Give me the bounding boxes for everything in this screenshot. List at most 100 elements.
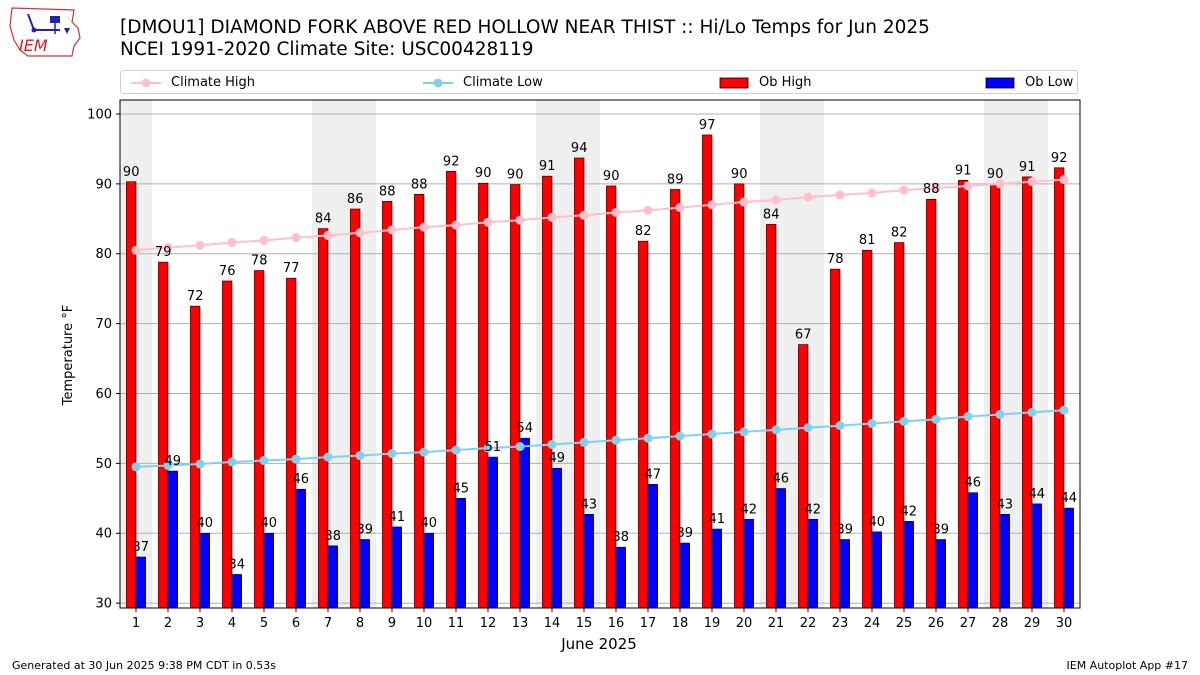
bar-ob-low-day-10 xyxy=(423,532,434,609)
label-ob-low-day-17: 47 xyxy=(645,467,662,482)
label-ob-high-day-4: 76 xyxy=(219,264,236,279)
point-climate-low-day-11 xyxy=(451,445,461,455)
label-ob-low-day-9: 41 xyxy=(389,510,406,525)
bar-ob-high-day-7 xyxy=(318,228,329,609)
bar-ob-low-day-20 xyxy=(743,518,754,609)
point-climate-high-day-23 xyxy=(835,190,845,200)
bar-ob-high-day-28 xyxy=(990,183,1001,609)
y-tick-label-60: 60 xyxy=(95,387,112,402)
x-tick-label-13: 13 xyxy=(512,616,529,631)
label-ob-low-day-29: 44 xyxy=(1029,487,1046,502)
line-climate-low xyxy=(135,409,1065,468)
point-climate-low-day-13 xyxy=(515,442,525,452)
y-tick-label-70: 70 xyxy=(95,317,112,332)
point-climate-low-day-5 xyxy=(259,456,269,466)
label-ob-high-day-22: 67 xyxy=(795,328,812,343)
point-climate-high-day-8 xyxy=(355,228,365,238)
bar-ob-low-day-12 xyxy=(487,456,498,609)
point-climate-high-day-18 xyxy=(675,203,685,213)
label-ob-high-day-3: 72 xyxy=(187,289,204,304)
label-ob-low-day-2: 49 xyxy=(165,454,182,469)
label-ob-low-day-13: 54 xyxy=(517,421,534,436)
legend-swatch-ob-high xyxy=(719,77,749,89)
point-climate-high-day-3 xyxy=(195,240,205,250)
legend-swatch-climate-low xyxy=(423,78,453,88)
point-climate-low-day-24 xyxy=(867,419,877,429)
x-tick-label-7: 7 xyxy=(324,616,332,631)
bar-ob-high-day-6 xyxy=(286,277,297,609)
label-ob-high-day-20: 90 xyxy=(731,167,748,182)
label-ob-high-day-21: 84 xyxy=(763,207,780,222)
point-climate-low-day-14 xyxy=(547,439,557,449)
chart-legend: Climate High Climate Low Ob High Ob Low xyxy=(120,70,1078,94)
bar-ob-low-day-28 xyxy=(999,514,1010,609)
bar-ob-high-day-12 xyxy=(478,182,489,609)
label-ob-high-day-17: 82 xyxy=(635,224,652,239)
bar-ob-high-day-9 xyxy=(382,201,393,609)
y-tick-label-30: 30 xyxy=(95,597,112,612)
label-ob-high-day-6: 77 xyxy=(283,261,300,276)
label-ob-low-day-6: 46 xyxy=(293,472,310,487)
label-ob-high-day-19: 97 xyxy=(699,118,716,133)
point-climate-low-day-30 xyxy=(1059,405,1069,415)
bar-ob-low-day-22 xyxy=(807,518,818,609)
point-climate-high-day-25 xyxy=(899,185,909,195)
bar-ob-high-day-8 xyxy=(350,208,361,609)
point-climate-high-day-12 xyxy=(483,217,493,227)
point-climate-high-day-13 xyxy=(515,215,525,225)
logo-text: IEM xyxy=(19,36,48,55)
point-climate-high-day-10 xyxy=(419,222,429,232)
point-climate-high-day-30 xyxy=(1059,175,1069,185)
bar-ob-high-day-20 xyxy=(734,183,745,609)
legend-label-ob-low: Ob Low xyxy=(1025,75,1074,90)
label-ob-high-day-30: 92 xyxy=(1051,151,1068,166)
x-tick-label-10: 10 xyxy=(416,616,433,631)
x-tick-label-22: 22 xyxy=(800,616,817,631)
x-tick-label-25: 25 xyxy=(896,616,913,631)
label-ob-low-day-21: 46 xyxy=(773,472,790,487)
plot-frame xyxy=(119,99,1081,609)
label-ob-high-day-28: 90 xyxy=(987,167,1004,182)
label-ob-low-day-3: 40 xyxy=(197,516,214,531)
legend-swatch-ob-low xyxy=(985,77,1015,89)
bar-ob-low-day-11 xyxy=(455,497,466,609)
label-ob-high-day-1: 90 xyxy=(123,165,140,180)
bar-ob-low-day-17 xyxy=(647,484,658,609)
x-axis-label: June 2025 xyxy=(560,635,637,653)
point-climate-high-day-7 xyxy=(323,231,333,241)
point-climate-low-day-12 xyxy=(483,443,493,453)
point-climate-low-day-20 xyxy=(739,427,749,437)
bar-ob-low-day-16 xyxy=(615,546,626,609)
x-tick-label-29: 29 xyxy=(1024,616,1041,631)
point-climate-low-day-8 xyxy=(355,451,365,461)
x-tick-label-5: 5 xyxy=(260,616,268,631)
point-climate-high-day-20 xyxy=(739,197,749,207)
bar-ob-high-day-2 xyxy=(158,261,169,609)
label-ob-high-day-29: 91 xyxy=(1019,160,1036,175)
bar-ob-high-day-18 xyxy=(670,189,681,609)
label-ob-high-day-18: 89 xyxy=(667,172,684,187)
label-ob-low-day-7: 38 xyxy=(325,529,342,544)
bars xyxy=(126,134,1074,609)
label-ob-low-day-11: 45 xyxy=(453,481,470,496)
point-climate-high-day-5 xyxy=(259,235,269,245)
point-climate-low-day-6 xyxy=(291,454,301,464)
bar-ob-high-day-5 xyxy=(254,270,265,609)
bar-ob-high-day-26 xyxy=(926,198,937,609)
label-ob-low-day-10: 40 xyxy=(421,516,438,531)
point-climate-low-day-15 xyxy=(579,437,589,447)
x-tick-label-27: 27 xyxy=(960,616,977,631)
label-ob-low-day-16: 38 xyxy=(613,530,630,545)
iem-logo: IEM xyxy=(9,7,81,57)
label-ob-high-day-25: 82 xyxy=(891,226,908,241)
y-tick-label-80: 80 xyxy=(95,247,112,262)
label-ob-high-day-7: 84 xyxy=(315,212,332,227)
bar-ob-low-day-13 xyxy=(519,437,530,609)
bar-ob-low-day-15 xyxy=(583,514,594,609)
label-ob-high-day-27: 91 xyxy=(955,163,972,178)
label-ob-low-day-8: 39 xyxy=(357,523,374,538)
point-climate-high-day-6 xyxy=(291,233,301,243)
legend-label-climate-high: Climate High xyxy=(171,75,256,90)
bar-ob-low-day-2 xyxy=(167,470,178,609)
bar-ob-low-day-7 xyxy=(327,545,338,609)
